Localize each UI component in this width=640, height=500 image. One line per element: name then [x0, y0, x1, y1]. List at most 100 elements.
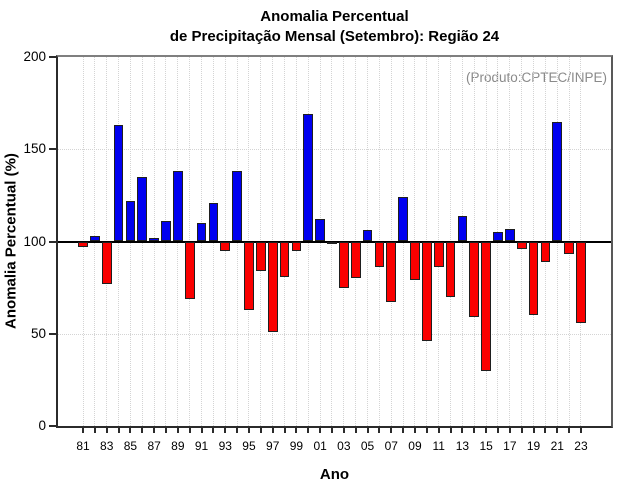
x-tick-label-09: 09	[408, 439, 422, 453]
bar-04	[350, 241, 361, 279]
bar-10	[422, 241, 432, 342]
bar-89	[173, 171, 183, 242]
x-tick-label-97: 97	[266, 439, 280, 453]
x-tick-label-93: 93	[218, 439, 232, 453]
x-axis-tick	[354, 428, 357, 433]
x-tick-label-11: 11	[432, 439, 445, 453]
y-tick-label-100: 100	[23, 233, 46, 249]
x-tick-label-83: 83	[100, 439, 114, 453]
bar-97	[267, 241, 278, 332]
x-axis-tick	[307, 428, 310, 433]
bar-88	[161, 221, 171, 242]
x-tick-label-13: 13	[455, 439, 470, 453]
chart-title-line2: de Precipitação Mensal (Setembro): Regiã…	[169, 28, 500, 45]
bar-01	[315, 219, 325, 242]
bar-90	[184, 241, 195, 299]
bar-83	[101, 241, 112, 284]
x-tick-label-89: 89	[171, 439, 185, 453]
bar-87	[149, 237, 159, 242]
x-axis-tick	[366, 428, 369, 433]
x-tick-label-05: 05	[360, 439, 375, 453]
x-axis-tick	[473, 428, 476, 433]
bar-03	[339, 241, 349, 288]
x-axis-tick	[200, 428, 203, 433]
x-axis-tick	[82, 428, 84, 433]
x-axis-tick	[485, 428, 488, 433]
bar-05	[362, 230, 373, 242]
x-axis-tick	[236, 428, 239, 433]
bar-14	[469, 241, 480, 318]
bar-15	[481, 241, 491, 371]
bar-82	[90, 235, 100, 242]
bar-08	[398, 197, 408, 242]
bar-23	[576, 241, 586, 323]
gridline-horizontal	[58, 149, 611, 151]
x-tick-label-15: 15	[479, 439, 493, 453]
bar-21	[552, 121, 563, 242]
bar-07	[386, 241, 397, 303]
y-axis-tick	[49, 148, 56, 151]
x-tick-label-87: 87	[147, 439, 161, 453]
y-axis-tick	[49, 425, 56, 427]
x-axis-tick	[153, 428, 156, 433]
bar-95	[244, 241, 254, 310]
bar-20	[540, 241, 551, 262]
x-tick-label-03: 03	[337, 439, 351, 453]
x-axis-tick	[188, 428, 191, 433]
bar-11	[433, 241, 444, 268]
bar-91	[196, 223, 207, 242]
x-axis-tick	[532, 428, 535, 433]
plot-frame	[56, 55, 613, 428]
bar-16	[493, 232, 503, 242]
bar-96	[256, 241, 266, 272]
bar-86	[137, 176, 148, 242]
bar-13	[457, 215, 468, 242]
bar-00	[303, 114, 314, 242]
x-axis-tick	[461, 428, 464, 433]
x-axis-tick	[402, 428, 405, 433]
gridline-horizontal	[58, 333, 611, 335]
chart-title-line1: Anomalia Percentual	[260, 8, 409, 25]
x-axis-tick	[579, 428, 582, 433]
x-axis-tick	[520, 428, 523, 433]
bar-18	[516, 241, 527, 249]
bar-93	[220, 241, 231, 251]
x-tick-label-85: 85	[123, 439, 138, 453]
x-tick-label-07: 07	[384, 439, 398, 453]
x-axis-tick	[176, 428, 179, 433]
x-tick-label-17: 17	[503, 439, 517, 453]
x-axis-tick	[259, 428, 262, 433]
x-tick-label-81: 81	[76, 439, 90, 453]
bar-02	[327, 241, 337, 244]
y-tick-label-200: 200	[23, 49, 46, 64]
bar-84	[113, 125, 124, 242]
x-tick-label-19: 19	[526, 439, 541, 453]
source-annotation: (Produto:CPTEC/INPE)	[465, 70, 607, 85]
x-axis-tick	[224, 428, 227, 433]
x-tick-label-95: 95	[242, 439, 256, 453]
x-axis-tick	[295, 428, 298, 433]
x-axis-tick	[129, 428, 132, 433]
x-tick-label-91: 91	[194, 439, 209, 453]
x-axis-tick	[556, 428, 559, 433]
x-axis-label: Ano	[319, 466, 350, 483]
y-tick-label-150: 150	[23, 141, 46, 157]
x-axis-tick	[283, 428, 286, 433]
bar-17	[505, 228, 515, 242]
x-axis-tick	[425, 428, 428, 433]
bar-09	[410, 241, 420, 281]
x-axis-tick	[496, 428, 499, 433]
x-tick-label-01: 01	[313, 439, 327, 453]
y-axis-tick	[49, 240, 56, 243]
bar-81	[78, 241, 88, 248]
x-axis-tick	[413, 428, 416, 433]
x-axis-tick	[437, 428, 440, 433]
x-axis-tick	[390, 428, 393, 433]
y-axis-tick	[49, 332, 56, 335]
bar-06	[374, 241, 385, 268]
x-axis-tick	[164, 428, 167, 433]
x-axis-tick	[342, 428, 345, 433]
bar-85	[125, 200, 136, 242]
x-axis-tick	[247, 428, 250, 433]
